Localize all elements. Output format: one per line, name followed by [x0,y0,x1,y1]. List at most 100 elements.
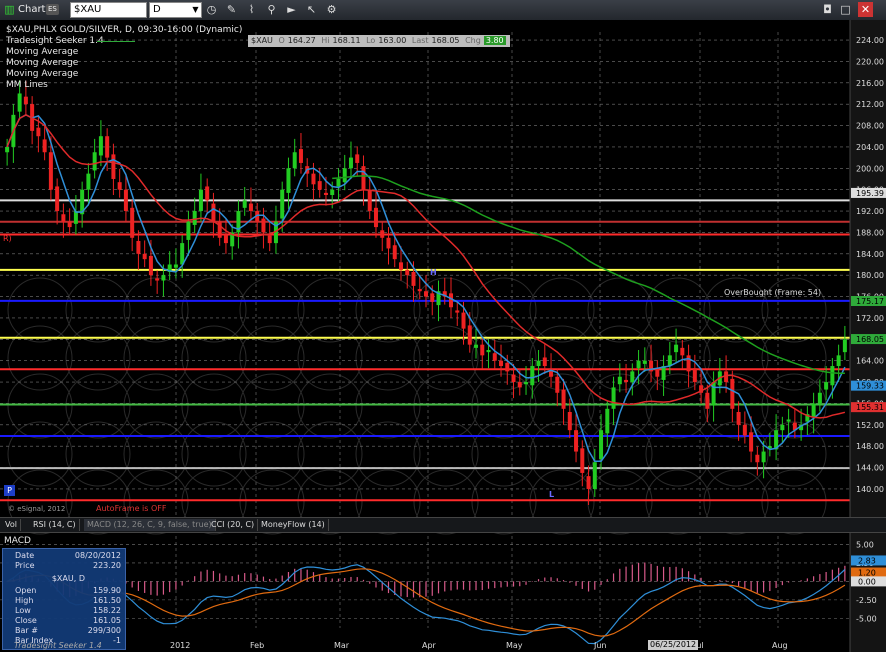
study-label-ma3[interactable]: Moving Average [6,69,79,79]
frame-circle [123,373,189,439]
frame-circle [355,421,421,487]
candle-body [749,432,754,452]
frame-circle [7,373,73,439]
price-tag-bg [851,295,886,306]
info-close-label: Close [15,616,37,625]
h-marker: H [430,268,437,277]
tab-cci[interactable]: CCI (20, C) [208,519,259,531]
cursor-date-tag: 06/25/2012 [648,640,699,650]
candle-body [342,168,347,183]
pencil-icon[interactable]: ✎ [226,3,237,16]
candle-body [98,136,103,156]
candle-body [311,173,316,185]
candle-body [336,178,341,187]
study-label-ma1[interactable]: Moving Average [6,47,79,57]
gear-icon[interactable]: ⚙ [326,3,337,16]
clock-icon[interactable]: ◷ [206,3,217,16]
candle-body [661,366,666,380]
candle-body [742,424,747,436]
candle-body [692,368,697,383]
price-tag-label: 168.05 [856,335,884,344]
close-icon[interactable]: ✕ [858,2,873,17]
candle-body [449,293,454,308]
date-axis[interactable]: 2012 Feb Mar Apr May Jun Jul Aug [170,641,788,650]
candle-body [111,154,116,179]
study-label-tradesight[interactable]: Tradesight Seeker 1.4 [6,36,104,46]
study-label-ma2[interactable]: Moving Average [6,58,79,68]
frame-circle [413,325,479,391]
symbol-input[interactable]: $XAU [70,2,147,18]
candle-body [636,360,641,369]
ohlc-chg: 3.80 [483,36,506,45]
frame-circle [7,277,73,343]
frame-circle [355,469,421,535]
cursor-icon[interactable]: ↖ [306,3,317,16]
frame-circle [239,325,305,391]
price-tick-label: 152.00 [856,421,884,430]
frame-circle [7,421,73,487]
p-badge[interactable]: P [4,485,15,496]
study-label-mmlines[interactable]: MM Lines [6,80,48,90]
candle-body [780,424,785,431]
frame-circle [529,421,595,487]
frame-circle [7,325,73,391]
tab-rsi[interactable]: RSI (14, C) [30,519,80,531]
candle-body [480,344,485,356]
candle-body [173,264,178,268]
candle-body [161,275,166,281]
frame-circle [761,325,827,391]
l-marker: L [549,490,555,499]
chevron-down-icon[interactable]: ▼ [192,5,199,14]
candle-body [286,168,291,193]
candle-body [680,347,685,356]
info-low: 158.22 [93,606,121,615]
frame-circle [239,469,305,535]
candle-body [549,369,554,377]
price-tag-bg [851,187,886,198]
frame-circle [471,325,537,391]
candle-body [824,382,829,390]
frame-circle [703,373,769,439]
tab-moneyflow[interactable]: MoneyFlow (14) [258,519,329,531]
candle-body [355,154,360,163]
candle-body [323,192,328,196]
period-select[interactable]: D [149,2,202,18]
tab-vol[interactable]: Vol [2,519,21,531]
candle-body [61,214,66,222]
ohlc-high-label: Hi [321,36,330,45]
link-icon[interactable]: ⌇ [248,3,255,16]
date-tick-label: Aug [772,641,788,650]
play-icon[interactable]: ► [287,3,296,16]
candle-body [455,310,460,313]
search-icon[interactable]: ⚲ [267,3,276,16]
candle-body [298,149,303,163]
candle-body [605,408,610,434]
frame-circle [703,277,769,343]
candle-body [386,237,391,249]
macd-panel: 5.002.500.00-2.50-5.002.831.200.00 [0,540,886,645]
candle-body [736,412,741,425]
window-maximize-icon[interactable]: □ [840,3,851,16]
tab-macd[interactable]: MACD (12, 26, C, 9, false, true) [84,519,216,531]
candle-body [130,207,135,238]
frame-circle [239,421,305,487]
price-tick-label: 216.00 [856,79,884,88]
candle-body [642,360,647,364]
indicator-tabs: Vol RSI (14, C) MACD (12, 26, C, 9, fals… [0,517,886,533]
candle-body [467,325,472,345]
candle-body [430,293,435,302]
frame-circle [65,469,131,535]
window-restore-icon[interactable]: ◘ [823,3,832,16]
date-tick-label: Mar [334,641,350,650]
candle-body [242,200,247,208]
study-color-swatch [97,41,135,42]
price-axis[interactable]: 224.00 220.00 216.00 212.00 208.00 204.00 200.… [851,36,886,494]
frame-circle [355,277,421,343]
chart-icon[interactable]: ▥ [4,3,15,16]
frame-circle [645,421,711,487]
info-close: 161.05 [93,616,121,625]
candle-body [474,344,479,348]
price-tag-label: 175.17 [856,297,884,306]
ohlc-last: 168.05 [431,36,460,45]
